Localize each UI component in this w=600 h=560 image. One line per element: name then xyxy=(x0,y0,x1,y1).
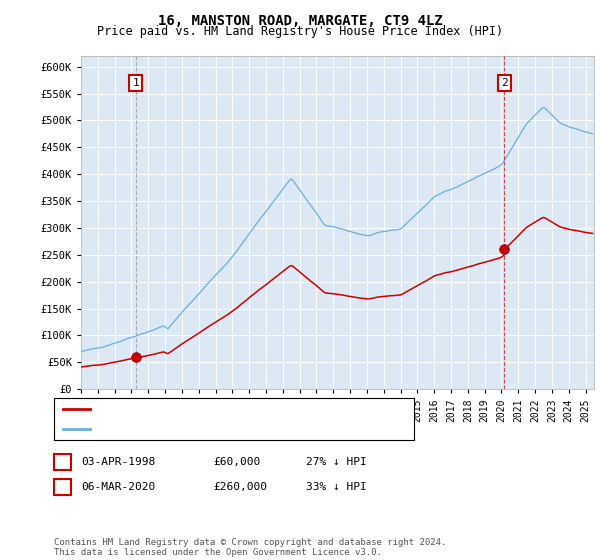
Text: 2: 2 xyxy=(501,78,508,88)
Text: £60,000: £60,000 xyxy=(213,457,260,467)
Text: 16, MANSTON ROAD, MARGATE, CT9 4LZ: 16, MANSTON ROAD, MARGATE, CT9 4LZ xyxy=(158,14,442,28)
Text: HPI: Average price, detached house, Thanet: HPI: Average price, detached house, Than… xyxy=(96,424,359,434)
Text: 1: 1 xyxy=(132,78,139,88)
Text: 06-MAR-2020: 06-MAR-2020 xyxy=(81,482,155,492)
Text: £260,000: £260,000 xyxy=(213,482,267,492)
Text: 2: 2 xyxy=(59,482,66,492)
Text: 1: 1 xyxy=(59,457,66,467)
Text: 33% ↓ HPI: 33% ↓ HPI xyxy=(306,482,367,492)
Text: 27% ↓ HPI: 27% ↓ HPI xyxy=(306,457,367,467)
Text: Price paid vs. HM Land Registry's House Price Index (HPI): Price paid vs. HM Land Registry's House … xyxy=(97,25,503,38)
Text: 03-APR-1998: 03-APR-1998 xyxy=(81,457,155,467)
Text: 16, MANSTON ROAD, MARGATE, CT9 4LZ (detached house): 16, MANSTON ROAD, MARGATE, CT9 4LZ (deta… xyxy=(96,404,415,414)
Text: Contains HM Land Registry data © Crown copyright and database right 2024.
This d: Contains HM Land Registry data © Crown c… xyxy=(54,538,446,557)
